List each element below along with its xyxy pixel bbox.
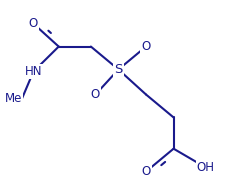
Text: Me: Me — [5, 92, 22, 105]
Text: O: O — [29, 17, 38, 30]
Text: HN: HN — [25, 65, 42, 78]
Text: OH: OH — [197, 161, 215, 174]
Text: O: O — [141, 165, 151, 178]
Text: O: O — [91, 88, 100, 101]
Text: O: O — [141, 40, 151, 53]
Text: S: S — [114, 63, 123, 76]
